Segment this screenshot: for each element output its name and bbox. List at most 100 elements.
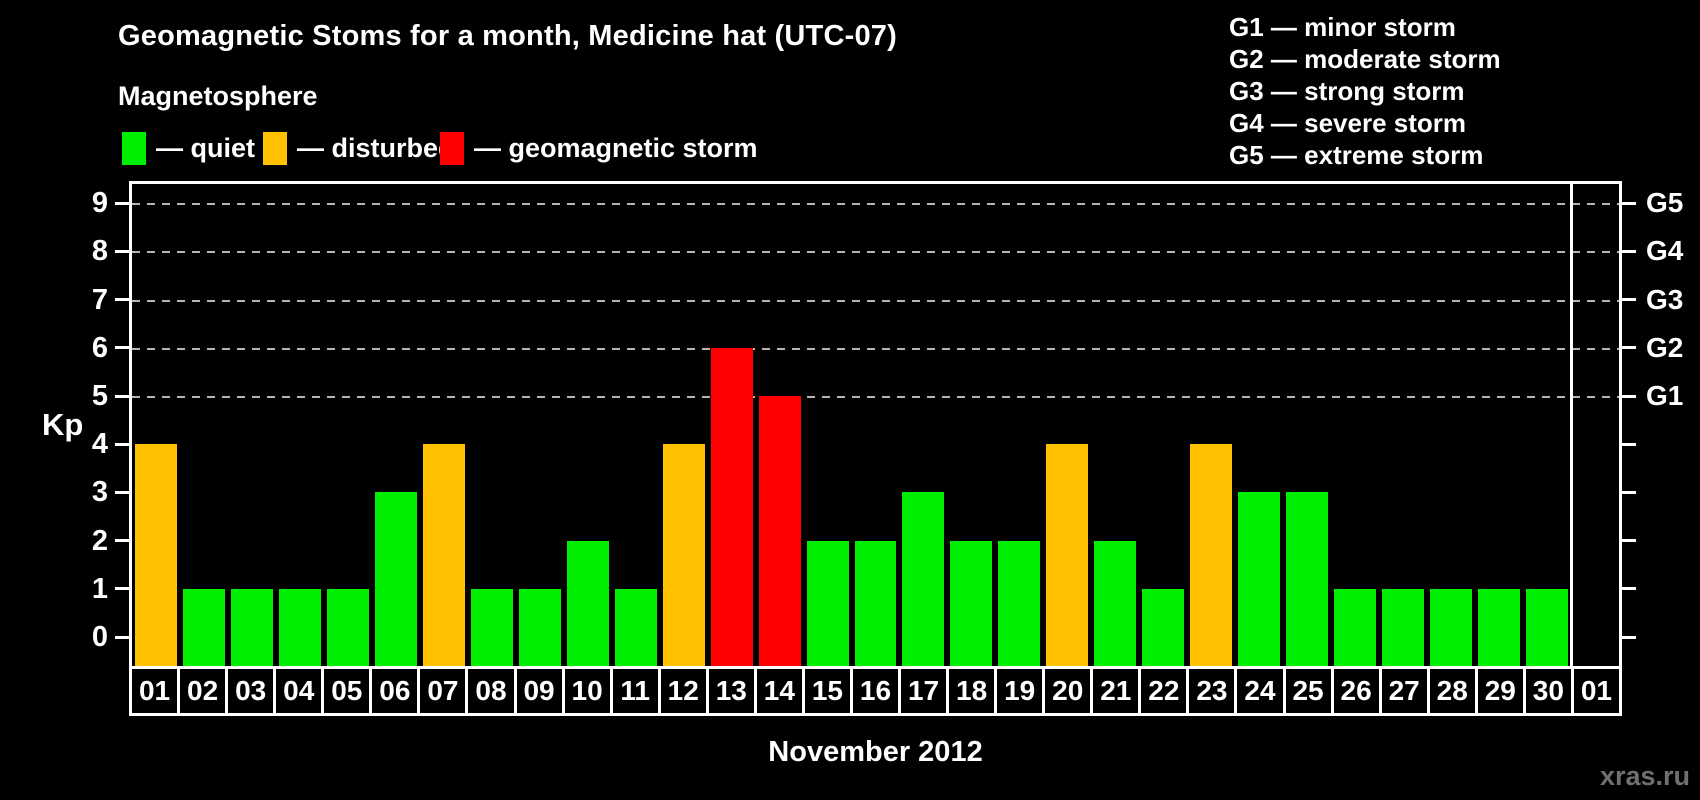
right-tick-mark-9 [1622, 201, 1636, 205]
right-tick-mark-3 [1622, 490, 1636, 494]
legend-label-storm: — geomagnetic storm [474, 132, 758, 163]
bar-day-12 [662, 444, 705, 666]
bar-cell-12 [660, 184, 708, 666]
x-label-29: 29 [1474, 666, 1526, 716]
right-tick-mark-0 [1622, 635, 1636, 639]
g-legend-line-4: G4 — severe storm [1229, 108, 1467, 138]
bar-cell-29 [1475, 184, 1523, 666]
bar-day-21 [1094, 540, 1137, 666]
bar-cell-23 [1187, 184, 1235, 666]
bar-cell-24 [1235, 184, 1283, 666]
bar-day-07 [422, 444, 465, 666]
page-title: Geomagnetic Stoms for a month, Medicine … [118, 20, 897, 52]
bar-day-17 [902, 492, 945, 666]
y-tick-label-5: 5 [91, 380, 108, 413]
x-label-16: 16 [849, 666, 901, 716]
legend-swatch-disturbed [263, 131, 287, 165]
y-tick-label-7: 7 [91, 283, 108, 316]
bar-day-15 [806, 540, 849, 666]
x-label-12: 12 [657, 666, 709, 716]
legend-item-storm: — geomagnetic storm [440, 131, 758, 165]
bar-day-11 [614, 588, 657, 666]
y-tick-label-3: 3 [91, 476, 108, 509]
x-label-07: 07 [417, 666, 469, 716]
x-label-28: 28 [1426, 666, 1478, 716]
month-separator-line [1569, 184, 1573, 666]
bar-day-14 [758, 396, 801, 666]
bar-cell-20 [1043, 184, 1091, 666]
x-label-17: 17 [898, 666, 950, 716]
x-label-22: 22 [1138, 666, 1190, 716]
plot-area [129, 181, 1622, 669]
bar-cell-07 [420, 184, 468, 666]
x-label-08: 08 [465, 666, 517, 716]
g-scale-label-G3: G3 [1646, 283, 1684, 315]
bar-day-01 [135, 444, 177, 666]
g-scale-label-G5: G5 [1646, 187, 1684, 219]
g-scale-legend: G1 — minor storm G2 — moderate storm G3 — … [1229, 11, 1501, 171]
bar-cell-08 [468, 184, 516, 666]
bar-cell-15 [804, 184, 852, 666]
bar-day-30 [1526, 588, 1569, 666]
bar-day-20 [1046, 444, 1089, 666]
bar-day-19 [998, 540, 1041, 666]
bar-cell-22 [1139, 184, 1187, 666]
gridline-kp8 [132, 251, 1619, 254]
x-label-20: 20 [1042, 666, 1094, 716]
x-label-02: 02 [177, 666, 229, 716]
x-label-10: 10 [561, 666, 613, 716]
bar-cell-11 [612, 184, 660, 666]
x-label-next-month-01: 01 [1570, 666, 1622, 716]
bar-day-03 [230, 588, 273, 666]
right-tick-mark-1 [1622, 587, 1636, 591]
g-legend-line-1: G1 — minor storm [1229, 12, 1456, 42]
g-scale-label-G1: G1 [1646, 380, 1684, 412]
bar-day-24 [1238, 492, 1281, 666]
right-tick-mark-8 [1622, 249, 1636, 253]
bar-cell-27 [1379, 184, 1427, 666]
g-scale-label-G4: G4 [1646, 235, 1684, 267]
y-axis-title: Kp [42, 407, 84, 442]
gridline-kp9 [132, 203, 1619, 206]
bar-cell-05 [324, 184, 372, 666]
g-scale-label-G2: G2 [1646, 331, 1684, 363]
x-label-15: 15 [801, 666, 853, 716]
bar-cell-03 [228, 184, 276, 666]
legend-item-quiet: — quiet [122, 131, 255, 165]
bar-cell-09 [516, 184, 564, 666]
bar-cell-28 [1427, 184, 1475, 666]
x-axis-label-row: 01 02 03 04 05 06 07 08 09 10 11 12 13 14 15 16 17 18 19 20… [129, 666, 1622, 716]
gridline-kp6 [132, 347, 1619, 350]
g-legend-line-2: G2 — moderate storm [1229, 44, 1501, 74]
x-label-13: 13 [705, 666, 757, 716]
x-label-21: 21 [1090, 666, 1142, 716]
bar-day-27 [1382, 588, 1425, 666]
bar-day-16 [854, 540, 897, 666]
y-tick-mark-7 [115, 298, 129, 302]
y-tick-mark-4 [115, 442, 129, 446]
bar-day-28 [1430, 588, 1473, 666]
x-label-09: 09 [513, 666, 565, 716]
bar-day-09 [518, 588, 561, 666]
bar-cell-14 [756, 184, 804, 666]
x-label-30: 30 [1522, 666, 1574, 716]
x-label-18: 18 [946, 666, 998, 716]
x-axis-title: November 2012 [768, 736, 983, 768]
y-tick-mark-9 [115, 201, 129, 205]
legend-label-quiet: — quiet [156, 132, 255, 163]
bar-cell-26 [1331, 184, 1379, 666]
right-tick-mark-4 [1622, 442, 1636, 446]
bar-day-08 [470, 588, 513, 666]
y-tick-mark-1 [115, 587, 129, 591]
bar-cell-02 [180, 184, 228, 666]
plot-inner [132, 184, 1619, 666]
right-tick-mark-6 [1622, 346, 1636, 350]
g-legend-line-3: G3 — strong storm [1229, 76, 1465, 106]
x-label-01: 01 [129, 666, 181, 716]
legend-swatch-quiet [122, 131, 146, 165]
bar-day-23 [1190, 444, 1233, 666]
bar-day-04 [278, 588, 321, 666]
bar-cell-16 [852, 184, 900, 666]
y-tick-label-0: 0 [91, 621, 108, 654]
